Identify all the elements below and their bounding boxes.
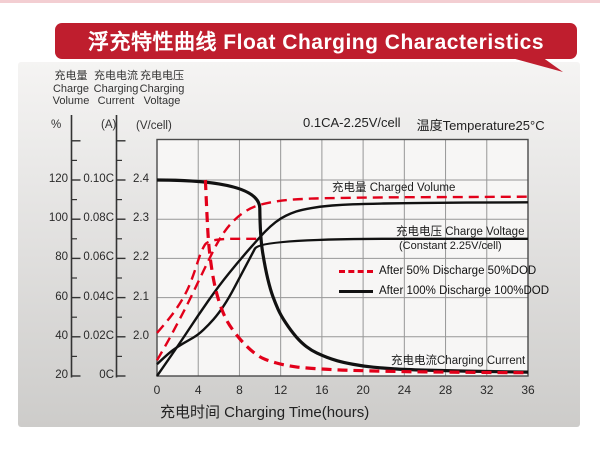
x-tick: 20 <box>356 383 370 397</box>
y-tick-current: 0C <box>99 369 114 381</box>
legend-item-100dod: After 100% Discharge 100%DOD <box>339 281 549 301</box>
legend-solid-line-sample <box>339 289 373 293</box>
unit-label-percent: % <box>51 119 62 131</box>
legend-dashed-line-sample <box>339 269 373 273</box>
title-banner: 浮充特性曲线 Float Charging Characteristics <box>55 23 577 59</box>
axis-title-en: Charge <box>52 82 90 95</box>
unit-label-vcell: (V/cell) <box>136 120 172 132</box>
axis-header-charging-voltage: 充电电压 Charging Voltage <box>130 70 194 108</box>
y-tick-volume: 100 <box>48 212 68 225</box>
y-tick-current: 0.04C <box>83 290 114 303</box>
series-charge_voltage_after_100pct_discharge <box>156 237 528 366</box>
axis-title-en: Current <box>97 95 135 107</box>
x-axis-title: 充电时间 Charging Time(hours) <box>160 404 370 421</box>
y-tick-voltage: 2.1 <box>133 290 149 303</box>
x-tick: 16 <box>315 383 329 397</box>
legend-label-100dod: After 100% Discharge 100%DOD <box>379 285 550 297</box>
y-tick-volume: 40 <box>55 329 68 342</box>
y-tick-voltage: 2.0 <box>133 329 149 342</box>
charging-current-label: 充电电流Charging Current <box>391 355 526 367</box>
y-tick-current: 0.06C <box>83 251 114 264</box>
page-title: 浮充特性曲线 Float Charging Characteristics <box>87 31 545 54</box>
y-tick-voltage: 2.3 <box>133 212 149 225</box>
y-tick-current: 0.08C <box>83 212 114 225</box>
y-tick-current: 0.02C <box>83 329 114 342</box>
x-tick: 8 <box>236 383 243 397</box>
top-accent-strip <box>0 0 600 3</box>
axis-title-zh: 充电电流 <box>94 70 138 82</box>
y-tick-current: 0.10C <box>83 173 114 185</box>
x-tick: 12 <box>273 383 288 397</box>
x-tick: 4 <box>194 383 202 397</box>
axis-header-charging-current: 充电电流 Charging Current <box>85 70 147 108</box>
x-tick: 0 <box>153 383 161 397</box>
x-tick: 28 <box>438 383 453 397</box>
y-tick-volume: 80 <box>55 251 68 264</box>
banner-tail <box>508 57 563 72</box>
charge-voltage-label: 充电电压 Charge Voltage <box>396 226 525 238</box>
constant-voltage-note: (Constant 2.25V/cell) <box>399 240 502 252</box>
series-charged_volume_after_50pct_discharge <box>155 195 529 361</box>
axis-title-en: Voltage <box>143 95 181 107</box>
condition-charge-rate: 0.1CA-2.25V/cell <box>303 115 401 130</box>
x-tick: 32 <box>480 383 494 397</box>
y-tick-volume: 20 <box>55 369 68 381</box>
y-tick-voltage: 2.4 <box>133 173 149 185</box>
axis-title-en: Charging <box>139 82 185 95</box>
x-tick: 24 <box>397 383 411 397</box>
axis-title-zh: 充电量 <box>54 70 88 82</box>
y-tick-volume: 120 <box>48 173 68 185</box>
y-tick-volume: 60 <box>55 290 68 303</box>
series-charging_current_after_100pct_discharge <box>156 178 529 374</box>
y-tick-voltage: 2.2 <box>133 251 149 264</box>
legend-item-50dod: After 50% Discharge 50%DOD <box>339 261 549 281</box>
axis-header-charge-volume: 充电量 Charge Volume <box>42 70 100 108</box>
series-charging_current_after_50pct_discharge <box>203 179 529 375</box>
axis-title-en: Volume <box>52 95 90 107</box>
series-charged_volume_after_100pct_discharge <box>156 201 529 377</box>
plot-frame <box>156 138 529 377</box>
x-tick: 36 <box>521 383 535 397</box>
test-conditions: 0.1CA-2.25V/cell 温度Temperature25°C <box>303 115 545 134</box>
legend-label-50dod: After 50% Discharge 50%DOD <box>379 265 537 277</box>
charged-volume-label: 充电量 Charged Volume <box>332 182 456 194</box>
unit-label-ampere: (A) <box>101 119 117 131</box>
plot-area <box>157 139 528 376</box>
axis-title-en: Charging <box>93 82 139 95</box>
legend: After 50% Discharge 50%DOD After 100% Di… <box>339 261 549 301</box>
condition-temperature: 温度Temperature25°C <box>416 118 545 133</box>
series-charge_voltage_after_50pct_discharge <box>156 237 261 334</box>
axis-title-zh: 充电电压 <box>140 70 184 82</box>
